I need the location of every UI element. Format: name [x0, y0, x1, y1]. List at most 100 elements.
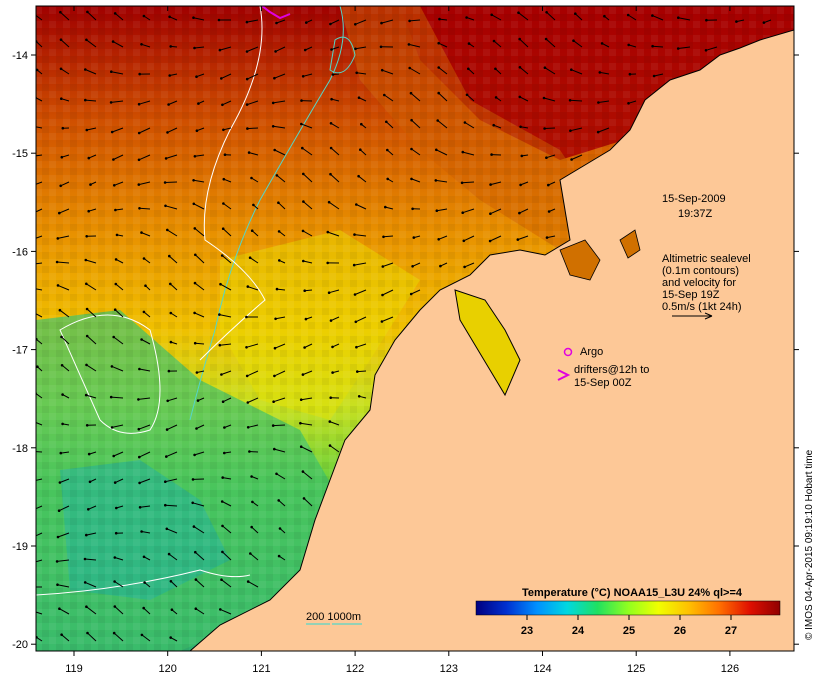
velocity-vector-head — [110, 70, 113, 73]
velocity-vector — [274, 343, 286, 349]
velocity-vector-head — [353, 233, 356, 236]
velocity-vector — [114, 309, 124, 318]
velocity-vector-head — [115, 233, 119, 237]
velocity-vector — [491, 14, 502, 21]
velocity-vector-head — [301, 470, 305, 473]
velocity-vector-head — [114, 282, 118, 286]
velocity-vector — [462, 208, 475, 214]
velocity-vector — [436, 149, 448, 156]
velocity-vector — [574, 13, 583, 21]
velocity-vector-head — [32, 420, 35, 423]
velocity-vector-head — [169, 636, 172, 639]
velocity-vector-head — [329, 122, 333, 125]
velocity-vector — [112, 41, 124, 48]
velocity-vector-head — [518, 211, 521, 215]
velocity-vector — [193, 526, 205, 534]
velocity-vector — [111, 396, 124, 399]
velocity-vector — [383, 235, 394, 238]
velocity-vector — [194, 282, 205, 291]
velocity-vector-head — [652, 74, 656, 78]
velocity-vector-head — [303, 346, 306, 349]
velocity-vector-head — [303, 48, 307, 52]
lat-tick-label: -15 — [12, 148, 28, 160]
velocity-vector-head — [252, 203, 255, 207]
velocity-vector — [355, 19, 367, 25]
velocity-vector-head — [138, 207, 141, 210]
velocity-vector-head — [113, 12, 117, 15]
velocity-vector-head — [221, 103, 224, 107]
velocity-vector-head — [250, 229, 254, 232]
velocity-vector — [384, 94, 394, 102]
velocity-vector — [273, 100, 286, 104]
velocity-vector-head — [194, 253, 197, 257]
velocity-vector — [438, 235, 448, 240]
velocity-vector-head — [168, 254, 171, 258]
velocity-vector — [247, 286, 259, 291]
velocity-vector — [251, 526, 259, 534]
velocity-vector-head — [545, 156, 548, 159]
velocity-vector-head — [598, 71, 602, 74]
lat-tick-label: -16 — [12, 246, 28, 258]
velocity-vector — [85, 259, 97, 264]
velocity-vector — [86, 39, 97, 48]
velocity-vector — [330, 147, 340, 156]
velocity-vector-head — [302, 172, 305, 176]
velocity-vector — [571, 154, 583, 160]
velocity-vector-head — [383, 93, 386, 97]
isobath-200m-loop — [329, 36, 356, 74]
velocity-vector-head — [463, 265, 466, 269]
velocity-vector — [275, 316, 286, 320]
velocity-vector-head — [359, 148, 362, 151]
velocity-vector-head — [380, 21, 383, 25]
velocity-vector-head — [596, 130, 600, 134]
velocity-vector-head — [30, 562, 33, 565]
velocity-vector — [544, 67, 556, 75]
velocity-vector-head — [169, 340, 173, 344]
velocity-vector-head — [140, 338, 143, 341]
velocity-vector — [303, 201, 313, 210]
velocity-vector-head — [328, 444, 332, 447]
velocity-vector-head — [56, 583, 59, 586]
velocity-vector — [113, 451, 124, 457]
velocity-vector — [141, 339, 151, 345]
velocity-vector-head — [355, 203, 358, 206]
velocity-vector-head — [61, 422, 64, 426]
velocity-vector — [113, 336, 124, 345]
velocity-vector-head — [278, 527, 282, 530]
velocity-vector — [85, 69, 97, 75]
velocity-vector — [219, 46, 232, 51]
isobath-1000m-loop — [59, 314, 161, 434]
velocity-vector — [166, 528, 178, 534]
velocity-vector — [435, 179, 448, 183]
argo-marker — [563, 347, 573, 357]
velocity-vector-head — [327, 200, 331, 204]
velocity-vector-head — [109, 101, 113, 104]
velocity-vector-head — [138, 367, 141, 371]
velocity-vector-head — [408, 66, 412, 70]
velocity-vector — [543, 97, 556, 102]
velocity-vector — [490, 208, 502, 215]
velocity-vector — [246, 100, 259, 106]
velocity-vector-head — [166, 399, 169, 403]
velocity-vector — [86, 127, 97, 131]
velocity-vector-head — [195, 75, 198, 78]
velocity-vector — [222, 477, 232, 480]
velocity-vector — [194, 451, 205, 456]
velocity-vector — [165, 478, 178, 483]
velocity-vector-head — [299, 398, 303, 402]
isobath-1000m — [199, 6, 266, 361]
velocity-vector-head — [59, 38, 63, 41]
velocity-vector-head — [380, 68, 384, 72]
velocity-vector — [357, 370, 367, 373]
velocity-vector-head — [192, 16, 195, 20]
velocity-vector-head — [138, 72, 141, 76]
velocity-vector-head — [137, 427, 141, 431]
velocity-vector — [194, 254, 205, 264]
velocity-vector-head — [519, 125, 522, 129]
velocity-vector — [169, 16, 178, 21]
velocity-vector — [273, 125, 286, 129]
drifters-label-2: 15-Sep 00Z — [574, 377, 632, 389]
velocity-vector-head — [169, 45, 172, 48]
velocity-vector-head — [275, 472, 278, 476]
velocity-vector — [273, 424, 286, 427]
